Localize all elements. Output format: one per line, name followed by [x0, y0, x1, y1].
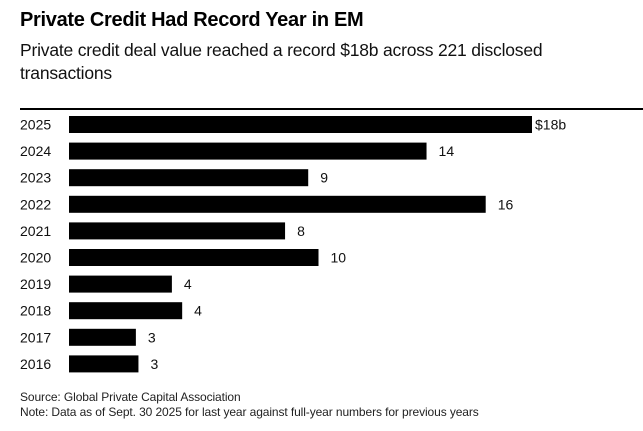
bar-2024 — [69, 142, 427, 160]
data-label: $18b — [535, 117, 566, 133]
category-label: 2024 — [20, 143, 51, 159]
bar-2017 — [69, 328, 136, 346]
data-label: 4 — [184, 276, 192, 292]
bar-2019 — [69, 275, 172, 293]
source-note: Source: Global Private Capital Associati… — [20, 390, 241, 404]
category-label: 2017 — [20, 329, 51, 345]
bar-2022 — [69, 195, 486, 213]
category-label: 2019 — [20, 276, 51, 292]
bar-2021 — [69, 222, 286, 240]
category-label: 2022 — [20, 196, 51, 212]
category-label: 2018 — [20, 303, 51, 319]
category-label: 2023 — [20, 170, 51, 186]
bar-2025 — [69, 116, 532, 133]
category-label: 2021 — [20, 223, 51, 239]
data-label: 3 — [148, 329, 156, 345]
category-label: 2020 — [20, 250, 51, 266]
category-label: 2016 — [20, 356, 51, 372]
top-rule — [20, 108, 643, 110]
data-label: 10 — [331, 250, 347, 266]
data-note: Note: Data as of Sept. 30 2025 for last … — [20, 405, 479, 419]
category-label: 2025 — [20, 117, 51, 133]
bar-2023 — [69, 169, 309, 187]
chart-subtitle: Private credit deal value reached a reco… — [20, 40, 543, 83]
bar-2018 — [69, 302, 183, 320]
chart-title: Private Credit Had Record Year in EM — [20, 9, 364, 31]
bar-2016 — [69, 355, 139, 373]
data-label: 3 — [150, 356, 158, 372]
data-label: 4 — [194, 303, 202, 319]
data-label: 9 — [320, 170, 328, 186]
bar-2020 — [69, 249, 319, 266]
data-label: 16 — [498, 196, 514, 212]
data-label: 14 — [439, 143, 455, 159]
bar-chart: 2025 $18b 2024 14 2023 9 2022 16 2021 8 2020 10 2019… — [20, 116, 566, 373]
data-label: 8 — [297, 223, 305, 239]
